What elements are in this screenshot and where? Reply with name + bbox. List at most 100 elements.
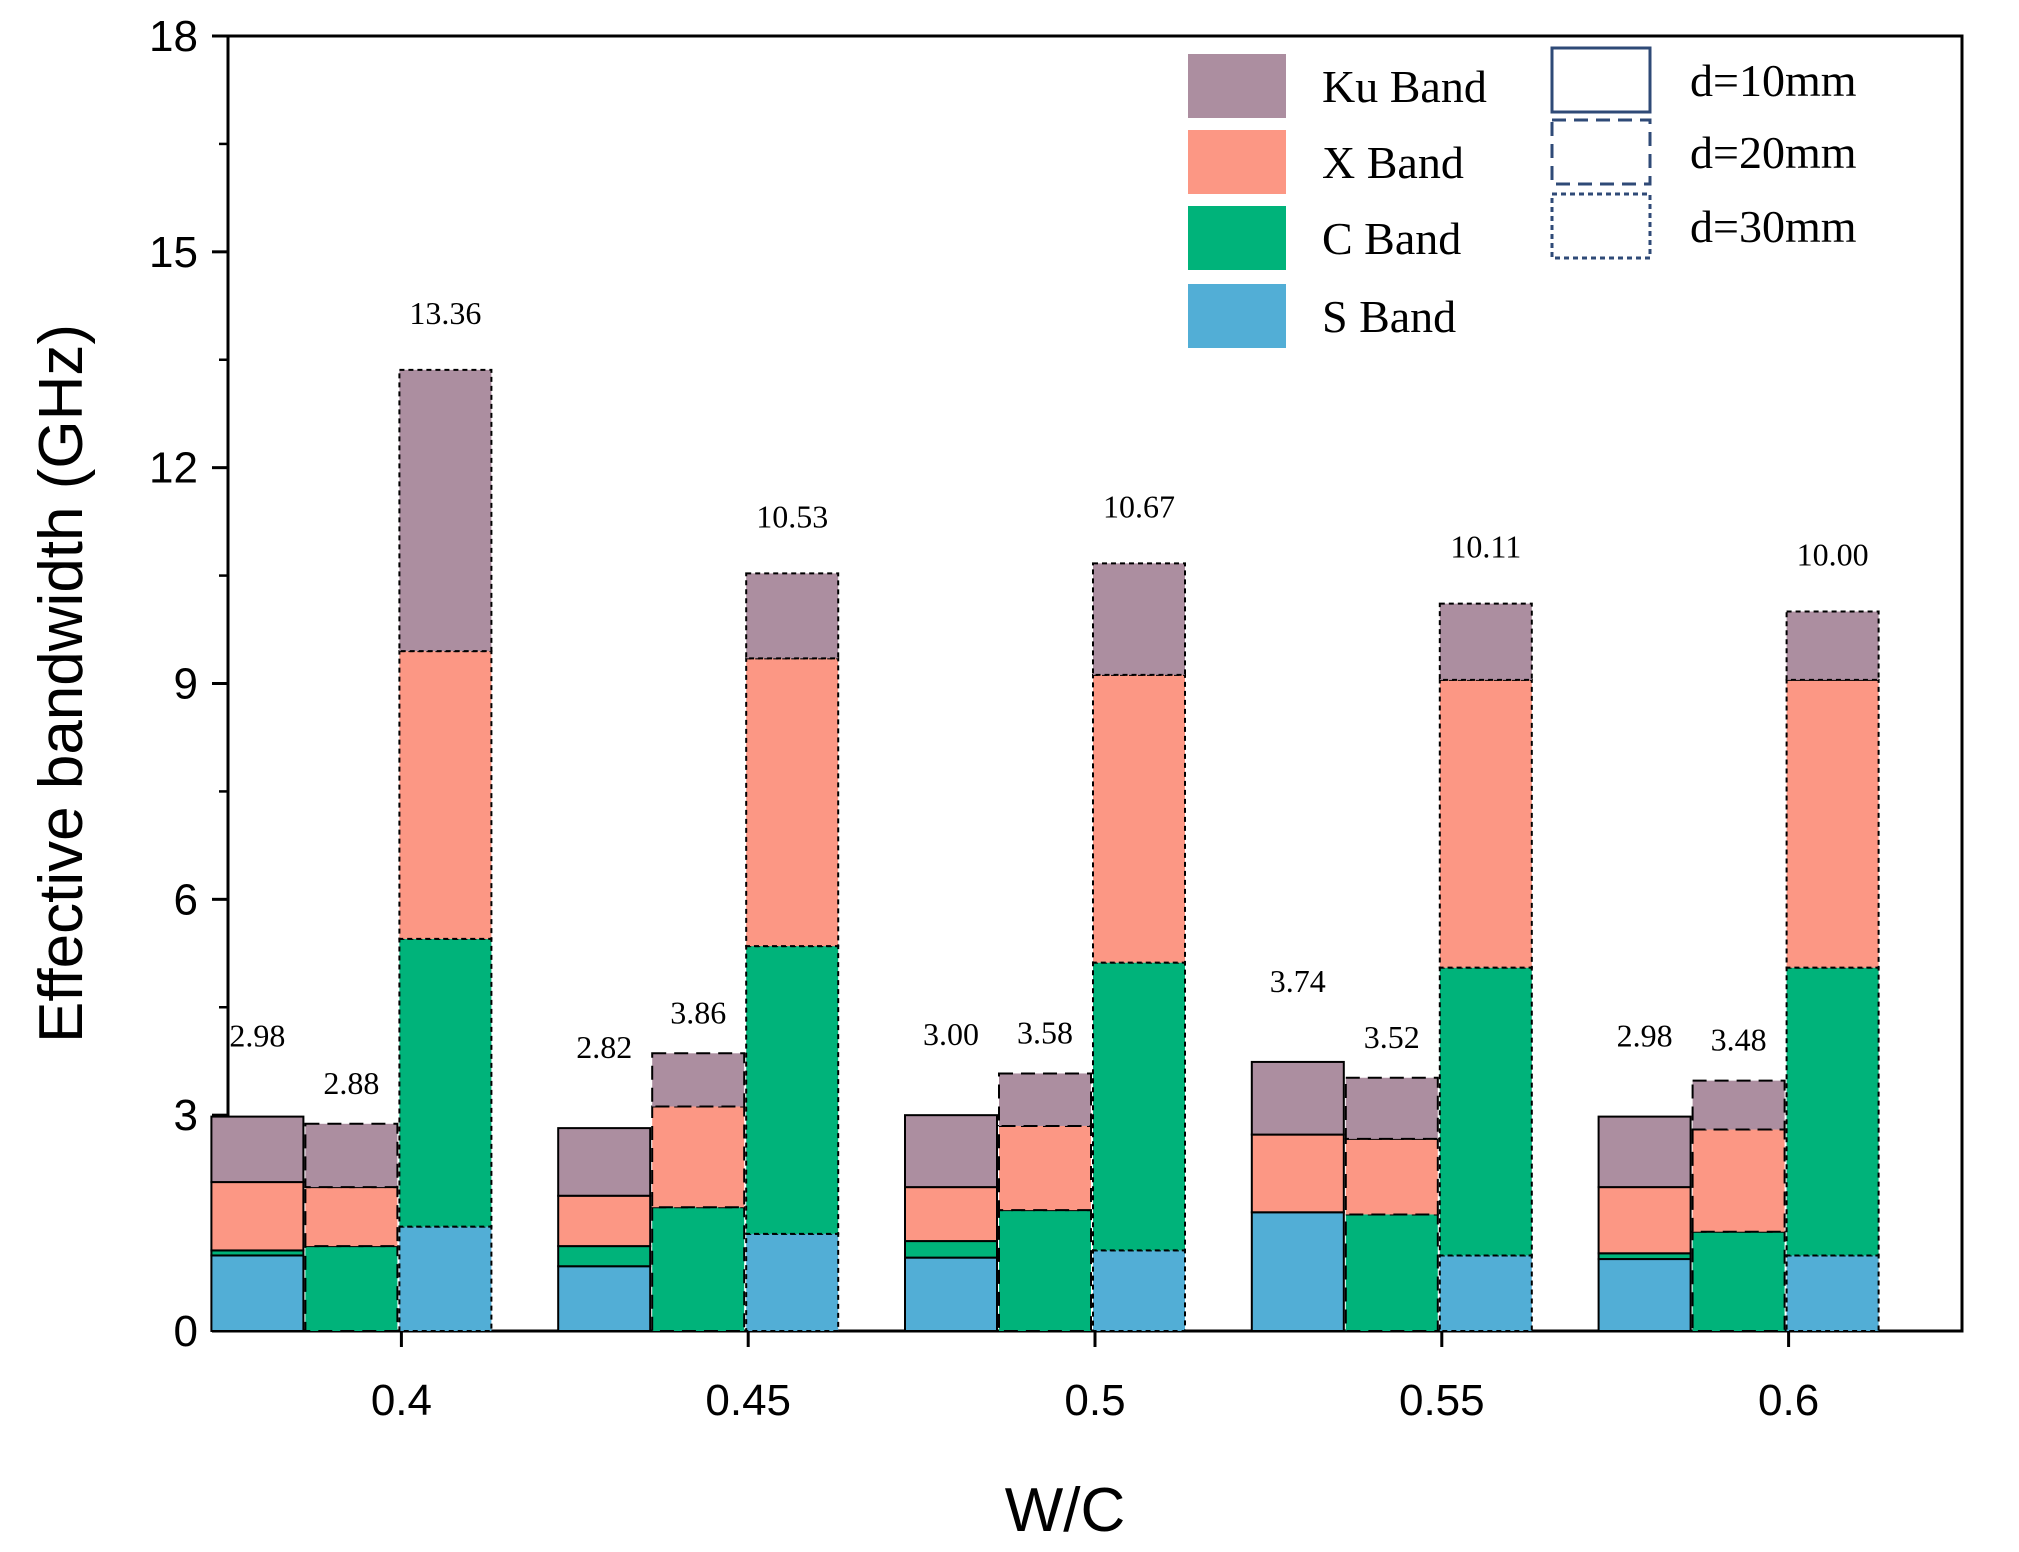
bar-segment-ku-band	[1785, 610, 1880, 681]
bar-0.45-d=10mm	[557, 1127, 652, 1332]
bar-segment-x-band	[1250, 1133, 1345, 1214]
legend-swatch-x-band	[1188, 130, 1286, 194]
bar-segment-s-band	[398, 1225, 493, 1332]
bar-segment-s-band	[210, 1254, 305, 1333]
bar-segment-c-band	[398, 937, 493, 1228]
total-label: 13.36	[409, 295, 481, 331]
bar-0.55-d=10mm	[1250, 1060, 1345, 1332]
total-label: 3.52	[1364, 1019, 1420, 1055]
bar-segment-s-band	[1092, 1249, 1186, 1333]
legend-label: Ku Band	[1322, 61, 1487, 112]
total-label: 2.88	[323, 1065, 379, 1101]
bar-0.5-d=10mm	[904, 1114, 998, 1333]
bar-segment-x-band	[745, 657, 840, 948]
total-label: 10.53	[756, 498, 828, 534]
legend-swatch-d-20mm	[1550, 118, 1652, 186]
total-label: 2.98	[229, 1018, 285, 1054]
y-tick-label: 3	[174, 1091, 198, 1140]
bar-segment-x-band	[651, 1105, 746, 1209]
total-label: 3.86	[670, 994, 726, 1030]
bar-0.5-d=20mm	[998, 1072, 1092, 1332]
legend: Ku Band X Band C Band S Band d=10mm d=20mm d=3…	[1188, 46, 1857, 348]
bar-segment-x-band	[904, 1186, 998, 1243]
bar-segment-ku-band	[398, 368, 493, 653]
bar-segment-x-band	[1691, 1128, 1786, 1233]
bar-segment-ku-band	[1597, 1115, 1692, 1189]
bar-0.45-d=20mm	[651, 1052, 746, 1333]
legend-swatch-c-band	[1188, 206, 1286, 270]
y-tick-label: 0	[174, 1307, 198, 1356]
bar-segment-ku-band	[998, 1072, 1092, 1127]
bar-segment-s-band	[1597, 1258, 1692, 1332]
bar-segment-x-band	[1597, 1186, 1692, 1255]
total-label: 10.11	[1450, 529, 1521, 565]
bars-layer	[210, 368, 1880, 1333]
bar-0.4-d=20mm	[304, 1122, 399, 1333]
total-label: 10.67	[1103, 488, 1175, 524]
bar-0.45-d=30mm	[745, 572, 840, 1332]
total-label: 3.58	[1017, 1014, 1073, 1050]
bar-0.4-d=10mm	[210, 1115, 305, 1333]
bar-segment-x-band	[1092, 673, 1186, 964]
bar-segment-x-band	[210, 1181, 305, 1252]
bar-segment-ku-band	[1250, 1060, 1345, 1136]
bar-segment-x-band	[1438, 678, 1533, 969]
y-tick-label: 15	[149, 228, 198, 277]
legend-label: X Band	[1322, 137, 1464, 188]
bar-0.55-d=30mm	[1438, 602, 1533, 1333]
x-tick-label: 0.4	[371, 1376, 432, 1425]
bar-segment-c-band	[745, 945, 840, 1235]
bar-segment-x-band	[1344, 1137, 1439, 1216]
bar-segment-c-band	[651, 1206, 746, 1333]
total-label: 2.98	[1617, 1018, 1673, 1054]
bar-segment-s-band	[1438, 1254, 1533, 1333]
x-tick-label: 0.45	[705, 1376, 791, 1425]
bar-0.4-d=30mm	[398, 368, 493, 1332]
bar-segment-c-band	[1691, 1230, 1786, 1333]
bar-0.6-d=10mm	[1597, 1115, 1692, 1332]
bar-segment-s-band	[745, 1232, 840, 1332]
y-axis-title: Effective bandwidth (GHz)	[27, 324, 96, 1043]
x-tick-label: 0.6	[1758, 1376, 1819, 1425]
bar-segment-ku-band	[745, 572, 840, 660]
bar-segment-ku-band	[1344, 1076, 1439, 1140]
bar-segment-c-band	[998, 1209, 1092, 1332]
bar-segment-s-band	[1250, 1211, 1345, 1332]
legend-swatch-d-30mm	[1550, 192, 1652, 260]
bar-segment-c-band	[1344, 1213, 1439, 1332]
bar-segment-ku-band	[1691, 1079, 1786, 1131]
legend-label: S Band	[1322, 291, 1456, 342]
y-tick-label: 12	[149, 444, 198, 493]
x-axis-title: W/C	[1005, 1476, 1126, 1545]
bar-segment-x-band	[1785, 678, 1880, 969]
total-labels-layer: 2.98 2.88 13.36 2.82 3.86 10.53 3.00 3.58 10.67 3…	[229, 295, 1868, 1101]
bar-segment-ku-band	[557, 1127, 652, 1197]
total-label: 3.74	[1270, 963, 1326, 999]
total-label: 2.82	[576, 1029, 632, 1065]
bar-segment-x-band	[398, 650, 493, 940]
bar-0.6-d=20mm	[1691, 1079, 1786, 1333]
bar-0.55-d=20mm	[1344, 1076, 1439, 1332]
bar-segment-ku-band	[904, 1114, 998, 1189]
x-tick-label: 0.5	[1064, 1376, 1125, 1425]
total-label: 3.00	[923, 1016, 979, 1052]
bar-segment-ku-band	[1438, 602, 1533, 681]
bar-segment-c-band	[304, 1245, 399, 1333]
bar-segment-c-band	[1785, 966, 1880, 1257]
bar-segment-s-band	[1785, 1254, 1880, 1333]
total-label: 10.00	[1797, 537, 1869, 573]
bar-segment-c-band	[557, 1245, 652, 1268]
y-axis: 0 3 6 9 12 15 18	[149, 12, 228, 1356]
bar-segment-c-band	[1438, 966, 1533, 1257]
bar-0.5-d=30mm	[1092, 562, 1186, 1333]
legend-label: d=30mm	[1690, 201, 1857, 252]
x-axis: 0.4 0.45 0.5 0.55 0.6	[371, 1331, 1819, 1425]
legend-label: d=20mm	[1690, 127, 1857, 178]
bar-segment-x-band	[998, 1124, 1092, 1212]
bar-segment-s-band	[904, 1256, 998, 1333]
y-tick-label: 6	[174, 875, 198, 924]
bar-segment-ku-band	[1092, 562, 1186, 676]
legend-swatch-s-band	[1188, 284, 1286, 348]
legend-label: d=10mm	[1690, 55, 1857, 106]
